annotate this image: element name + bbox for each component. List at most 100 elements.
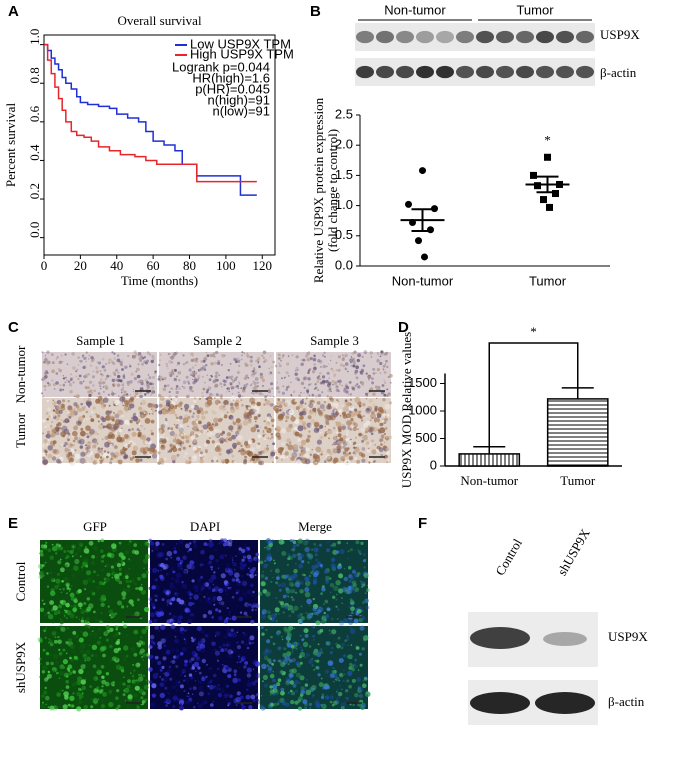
- texture-dot: [176, 649, 179, 652]
- texture-dot: [232, 578, 236, 582]
- texture-dot: [121, 388, 124, 391]
- texture-dot: [279, 365, 282, 368]
- texture-dot: [134, 350, 137, 353]
- texture-dot: [152, 410, 155, 413]
- texture-dot: [335, 427, 338, 430]
- texture-dot: [72, 381, 74, 383]
- texture-dot: [51, 432, 56, 437]
- texture-dot: [315, 395, 318, 398]
- texture-dot: [270, 438, 271, 439]
- texture-dot: [234, 674, 236, 676]
- texture-dot: [117, 354, 120, 357]
- texture-dot: [111, 458, 113, 460]
- texture-dot: [172, 355, 175, 358]
- texture-dot: [262, 609, 267, 614]
- texture-dot: [349, 405, 355, 411]
- texture-dot: [387, 414, 390, 417]
- texture-dot: [181, 436, 184, 439]
- texture-dot: [151, 355, 154, 358]
- texture-dot: [236, 418, 241, 423]
- texture-dot: [57, 422, 61, 426]
- texture-dot: [244, 543, 247, 546]
- texture-dot: [199, 583, 201, 585]
- texture-dot: [218, 568, 219, 569]
- texture-dot: [309, 707, 311, 709]
- texture-dot: [181, 611, 183, 613]
- texture-dot: [107, 552, 112, 557]
- texture-dot: [226, 442, 228, 444]
- texture-dot: [241, 355, 243, 357]
- texture-dot: [64, 695, 69, 700]
- texture-dot: [74, 559, 79, 564]
- texture-dot: [139, 459, 142, 462]
- blot-band: [436, 66, 454, 78]
- texture-dot: [144, 412, 146, 414]
- texture-dot: [58, 649, 60, 651]
- texture-dot: [189, 368, 192, 371]
- blot-band: [516, 66, 534, 78]
- significance: *: [530, 324, 537, 339]
- texture-dot: [104, 450, 106, 452]
- texture-dot: [88, 397, 90, 399]
- texture-dot: [361, 434, 363, 436]
- texture-dot: [246, 383, 248, 385]
- texture-dot: [315, 620, 320, 625]
- texture-dot: [120, 447, 121, 448]
- texture-dot: [101, 404, 106, 409]
- texture-dot: [290, 457, 294, 461]
- texture-dot: [140, 696, 143, 699]
- texture-dot: [208, 578, 213, 583]
- texture-dot: [113, 385, 114, 386]
- texture-dot: [279, 363, 281, 365]
- texture-dot: [114, 423, 120, 429]
- texture-dot: [299, 655, 302, 658]
- texture-dot: [95, 453, 100, 458]
- texture-dot: [328, 438, 330, 440]
- texture-dot: [246, 643, 249, 646]
- texture-dot: [237, 662, 239, 664]
- texture-dot: [50, 577, 54, 581]
- texture-dot: [178, 681, 180, 683]
- texture-dot: [213, 685, 216, 688]
- texture-dot: [315, 666, 318, 669]
- texture-dot: [317, 561, 321, 565]
- texture-dot: [101, 700, 103, 702]
- significance: *: [544, 132, 551, 147]
- texture-dot: [86, 461, 88, 463]
- texture-dot: [73, 440, 76, 443]
- y-axis-label: Relative USP9X protein expression: [311, 97, 326, 283]
- texture-dot: [360, 581, 362, 583]
- texture-dot: [72, 431, 78, 437]
- texture-dot: [45, 370, 48, 373]
- texture-dot: [71, 377, 73, 379]
- texture-dot: [98, 699, 99, 700]
- texture-dot: [287, 564, 289, 566]
- texture-dot: [338, 355, 341, 358]
- texture-dot: [98, 628, 101, 631]
- texture-dot: [214, 385, 217, 388]
- texture-dot: [166, 573, 169, 576]
- texture-dot: [238, 432, 240, 434]
- texture-dot: [389, 436, 393, 440]
- texture-dot: [171, 660, 175, 664]
- texture-dot: [234, 700, 237, 703]
- texture-dot: [244, 612, 248, 616]
- texture-dot: [220, 648, 224, 652]
- texture-dot: [244, 456, 247, 459]
- texture-dot: [239, 661, 241, 663]
- texture-dot: [120, 449, 126, 455]
- texture-dot: [149, 413, 151, 415]
- texture-dot: [160, 570, 162, 572]
- texture-dot: [145, 379, 148, 382]
- texture-dot: [175, 414, 178, 417]
- texture-dot: [241, 351, 243, 353]
- texture-dot: [358, 433, 362, 437]
- texture-dot: [273, 643, 276, 646]
- texture-dot: [109, 610, 114, 615]
- micrograph: [157, 396, 276, 466]
- texture-dot: [128, 603, 130, 605]
- texture-dot: [353, 447, 355, 449]
- texture-dot: [152, 568, 157, 573]
- texture-dot: [327, 542, 329, 544]
- texture-dot: [79, 375, 82, 378]
